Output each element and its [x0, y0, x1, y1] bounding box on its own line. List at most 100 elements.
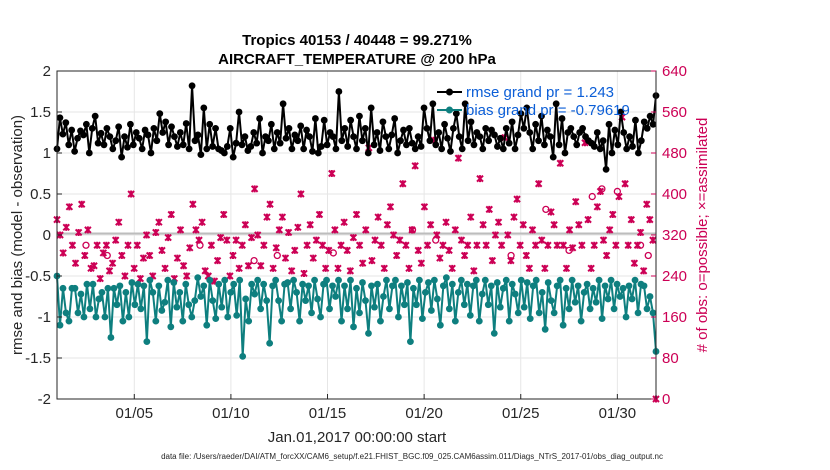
bias-point	[490, 330, 498, 337]
y-tick-label: 1	[43, 145, 51, 162]
bias-point	[401, 301, 408, 309]
rmse-point	[56, 114, 64, 122]
rmse-point	[206, 120, 214, 128]
rmse-point	[423, 124, 431, 132]
obs-assimilated-marker	[96, 274, 104, 283]
obs-assimilated-marker	[71, 259, 80, 267]
y-tick-label: 0.5	[30, 186, 51, 203]
obs-assimilated-marker	[266, 200, 274, 208]
x-tick-label: 01/10	[212, 405, 250, 422]
obs-assimilated-marker	[380, 264, 388, 273]
footer-data-file: data file: /Users/raeder/DAI/ATM_forcXX/…	[161, 452, 663, 461]
rmse-point	[229, 153, 237, 161]
rmse-point	[68, 126, 76, 134]
rmse-point	[194, 131, 202, 139]
obs-assimilated-marker	[463, 241, 472, 249]
rmse-point	[223, 143, 231, 150]
rmse-point	[634, 149, 642, 157]
rmse-point	[82, 120, 90, 128]
rmse-point	[629, 143, 636, 150]
bias-point	[520, 303, 528, 311]
rmse-point	[209, 143, 217, 150]
obs-assimilated-marker	[411, 162, 419, 170]
bias-point	[332, 293, 339, 300]
bias-point	[182, 280, 190, 288]
y-tick-label: 1.5	[30, 104, 51, 121]
bias-point	[257, 305, 265, 313]
obs-assimilated-marker	[491, 231, 500, 239]
rmse-point	[623, 145, 631, 153]
rmse-point	[403, 141, 410, 149]
bias-point	[146, 276, 154, 284]
bias-point	[323, 276, 330, 284]
obs-assimilated-marker	[155, 218, 163, 226]
bias-point	[203, 321, 211, 329]
rmse-point	[546, 133, 554, 141]
bias-point	[628, 295, 636, 303]
bias-point	[451, 317, 459, 325]
bias-point	[326, 305, 333, 313]
bias-point	[595, 276, 603, 284]
rmse-point	[85, 149, 93, 157]
obs-assimilated-marker	[420, 203, 429, 211]
y-tick-label: -0.5	[25, 268, 51, 285]
bias-point	[116, 282, 124, 290]
rmse-point	[558, 115, 566, 122]
rmse-point	[59, 130, 67, 138]
chart-title-line1: Tropics 40153 / 40448 = 99.271%	[242, 32, 472, 49]
bias-point	[505, 317, 513, 325]
obs-assimilated-marker	[355, 241, 364, 249]
rmse-point	[532, 120, 540, 128]
bias-point	[421, 289, 429, 296]
obs-assimilated-marker	[485, 205, 493, 214]
rmse-point	[265, 137, 272, 145]
rmse-point	[608, 149, 616, 157]
rmse-point	[226, 124, 234, 132]
obs-assimilated-marker	[173, 254, 182, 262]
rmse-point	[238, 141, 246, 149]
rmse-point	[291, 131, 299, 139]
rmse-point	[300, 145, 308, 153]
bias-point	[478, 290, 486, 298]
bias-point	[266, 339, 274, 347]
rmse-point	[452, 110, 460, 118]
bias-point	[562, 284, 570, 292]
rmse-point	[593, 129, 601, 136]
bias-point	[610, 305, 618, 313]
obs-assimilated-marker	[121, 272, 129, 280]
obs-assimilated-marker	[115, 218, 123, 226]
obs-assimilated-marker	[513, 195, 521, 203]
obs-assimilated-marker	[402, 241, 410, 249]
obs-assimilated-marker	[389, 231, 398, 239]
rmse-point	[573, 141, 581, 149]
bias-point	[568, 276, 576, 284]
rmse-point	[62, 119, 70, 127]
bias-point	[466, 311, 474, 319]
bias-point	[329, 282, 336, 290]
obs-assimilated-marker	[303, 241, 311, 249]
obs-assimilated-marker	[213, 256, 222, 265]
obs-assimilated-marker	[182, 272, 191, 280]
rmse-point	[444, 134, 451, 142]
obs-assimilated-marker	[297, 190, 305, 198]
obs-assimilated-marker	[630, 259, 639, 267]
rmse-point	[649, 120, 657, 128]
rmse-point	[71, 147, 79, 155]
bias-point	[155, 282, 163, 290]
rmse-point	[549, 153, 557, 161]
rmse-point	[91, 112, 99, 120]
rmse-point	[338, 137, 346, 145]
bias-point	[251, 290, 259, 298]
bias-point	[514, 309, 522, 317]
bias-point	[209, 297, 217, 304]
obs-assimilated-marker	[423, 241, 432, 249]
obs-assimilated-marker	[504, 231, 512, 239]
y-axis-right-label: # of obs: o=possible; ×=assimilated	[694, 118, 711, 353]
bias-point	[284, 279, 292, 286]
obs-assimilated-marker	[300, 269, 308, 278]
rmse-point	[541, 141, 548, 149]
obs-assimilated-marker	[179, 262, 188, 270]
rmse-point	[514, 131, 522, 139]
rmse-point	[376, 147, 384, 154]
bias-point	[170, 279, 178, 286]
